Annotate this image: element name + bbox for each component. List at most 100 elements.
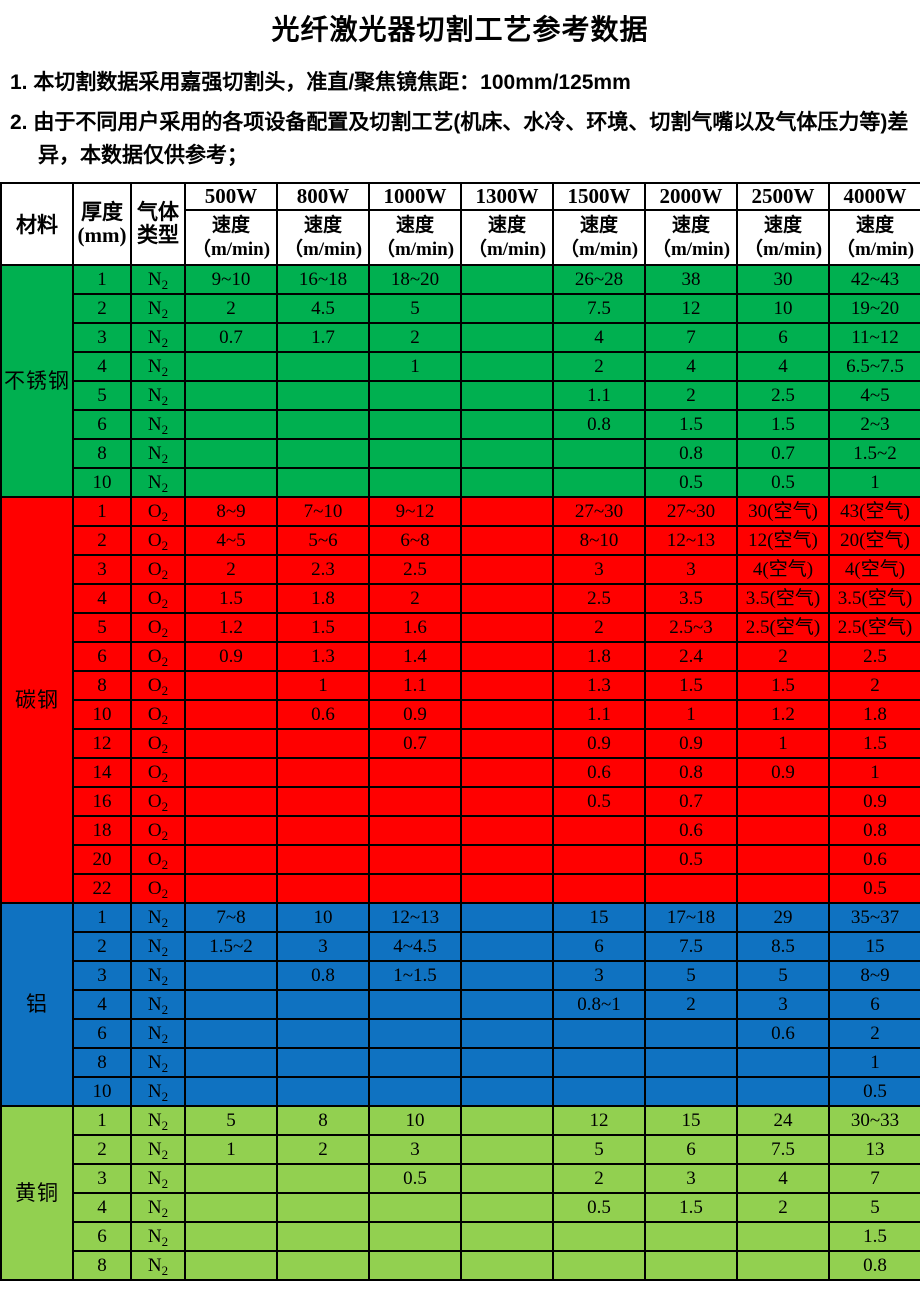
speed-cell: 5	[184, 1105, 278, 1136]
speed-cell: 10	[368, 1105, 462, 1136]
speed-cell: 42~43	[828, 264, 920, 295]
speed-cell	[368, 786, 462, 817]
gas-subscript: 2	[161, 422, 169, 437]
material-column-header: 材料	[0, 182, 74, 266]
speed-cell	[460, 931, 554, 962]
speed-cell: 7	[644, 322, 738, 353]
gas-cell: N2	[130, 1250, 186, 1281]
speed-cell	[552, 1076, 646, 1107]
speed-cell	[276, 815, 370, 846]
thickness-cell: 10	[72, 699, 132, 730]
speed-cell: 8.5	[736, 931, 830, 962]
thickness-column-header: 厚度 (mm)	[72, 182, 132, 266]
speed-cell	[460, 467, 554, 498]
speed-cell: 0.6	[644, 815, 738, 846]
speed-cell	[552, 1047, 646, 1078]
speed-cell	[460, 264, 554, 295]
thickness-cell: 22	[72, 873, 132, 904]
thickness-cell: 8	[72, 438, 132, 469]
speed-cell: 18~20	[368, 264, 462, 295]
speed-cell: 2.5~3	[644, 612, 738, 643]
speed-cell	[460, 525, 554, 556]
thickness-cell: 6	[72, 641, 132, 672]
gas-subscript: 2	[161, 364, 169, 379]
speed-cell: 2.5	[552, 583, 646, 614]
speed-cell: 3.5(空气)	[736, 583, 830, 614]
speed-cell	[460, 409, 554, 440]
speed-cell: 6	[736, 322, 830, 353]
speed-cell: 1.1	[552, 380, 646, 411]
speed-cell	[276, 873, 370, 904]
gas-subscript: 2	[161, 1234, 169, 1249]
speed-cell	[552, 467, 646, 498]
speed-cell: 6	[828, 989, 920, 1020]
gas-cell: N2	[130, 960, 186, 991]
speed-cell	[184, 873, 278, 904]
speed-cell	[184, 960, 278, 991]
speed-cell	[460, 380, 554, 411]
speed-cell: 0.9	[828, 786, 920, 817]
table-row: 10 N2 0.5 0.5 1	[1, 467, 920, 498]
gas-cell: O2	[130, 699, 186, 730]
thickness-cell: 6	[72, 409, 132, 440]
speed-cell	[184, 757, 278, 788]
gas-subscript: 2	[161, 857, 169, 872]
gas-cell: N2	[130, 1192, 186, 1223]
speed-cell: 1.5	[736, 409, 830, 440]
speed-cell: 8~9	[828, 960, 920, 991]
speed-cell: 26~28	[552, 264, 646, 295]
speed-cell: 0.8~1	[552, 989, 646, 1020]
speed-cell	[552, 1250, 646, 1281]
speed-cell	[552, 844, 646, 875]
speed-cell: 24	[736, 1105, 830, 1136]
gas-subscript: 2	[161, 1031, 169, 1046]
speed-cell: 0.7	[644, 786, 738, 817]
speed-cell	[276, 409, 370, 440]
speed-cell: 0.6	[736, 1018, 830, 1049]
speed-cell: 7~8	[184, 902, 278, 933]
gas-subscript: 2	[161, 509, 169, 524]
speed-cell: 2	[736, 641, 830, 672]
gas-subscript: 2	[161, 480, 169, 495]
table-row: 10 O2 0.6 0.9 1.1 1 1.2 1.8	[1, 699, 920, 730]
speed-cell: 3	[552, 554, 646, 585]
thickness-cell: 1	[72, 902, 132, 933]
power-header-1500W: 1500W	[552, 182, 646, 211]
gas-cell: O2	[130, 554, 186, 585]
speed-cell: 2	[552, 1163, 646, 1194]
thickness-cell: 1	[72, 264, 132, 295]
gas-cell: N2	[130, 1221, 186, 1252]
speed-cell	[460, 670, 554, 701]
speed-cell: 2	[184, 293, 278, 324]
power-header-800W: 800W	[276, 182, 370, 211]
speed-cell	[460, 757, 554, 788]
speed-cell: 1	[276, 670, 370, 701]
speed-cell: 2.5(空气)	[736, 612, 830, 643]
table-row: 2 O2 4~5 5~6 6~8 8~10 12~13 12(空气) 20(空气)	[1, 525, 920, 556]
speed-unit-header: 速度 （m/min)	[460, 209, 554, 266]
notes-block: 1. 本切割数据采用嘉强切割头，准直/聚焦镜焦距：100mm/125mm 2. …	[10, 66, 914, 172]
speed-cell: 6~8	[368, 525, 462, 556]
speed-cell: 0.8	[644, 438, 738, 469]
speed-cell: 1	[828, 1047, 920, 1078]
power-header-4000W: 4000W	[828, 182, 920, 211]
thickness-cell: 20	[72, 844, 132, 875]
speed-cell: 1	[828, 757, 920, 788]
speed-cell	[368, 1047, 462, 1078]
gas-subscript: 2	[161, 306, 169, 321]
gas-subscript: 2	[161, 770, 169, 785]
speed-unit-header: 速度 （m/min)	[552, 209, 646, 266]
gas-cell: N2	[130, 902, 186, 933]
note-1: 1. 本切割数据采用嘉强切割头，准直/聚焦镜焦距：100mm/125mm	[10, 71, 631, 94]
speed-cell: 1.3	[552, 670, 646, 701]
gas-subscript: 2	[161, 335, 169, 350]
speed-cell: 4~5	[828, 380, 920, 411]
speed-cell: 1	[736, 728, 830, 759]
gas-cell: O2	[130, 844, 186, 875]
gas-subscript: 2	[161, 1147, 169, 1162]
speed-cell	[736, 844, 830, 875]
speed-cell: 2	[552, 351, 646, 382]
speed-cell	[552, 1221, 646, 1252]
speed-cell: 2.3	[276, 554, 370, 585]
speed-cell	[184, 844, 278, 875]
